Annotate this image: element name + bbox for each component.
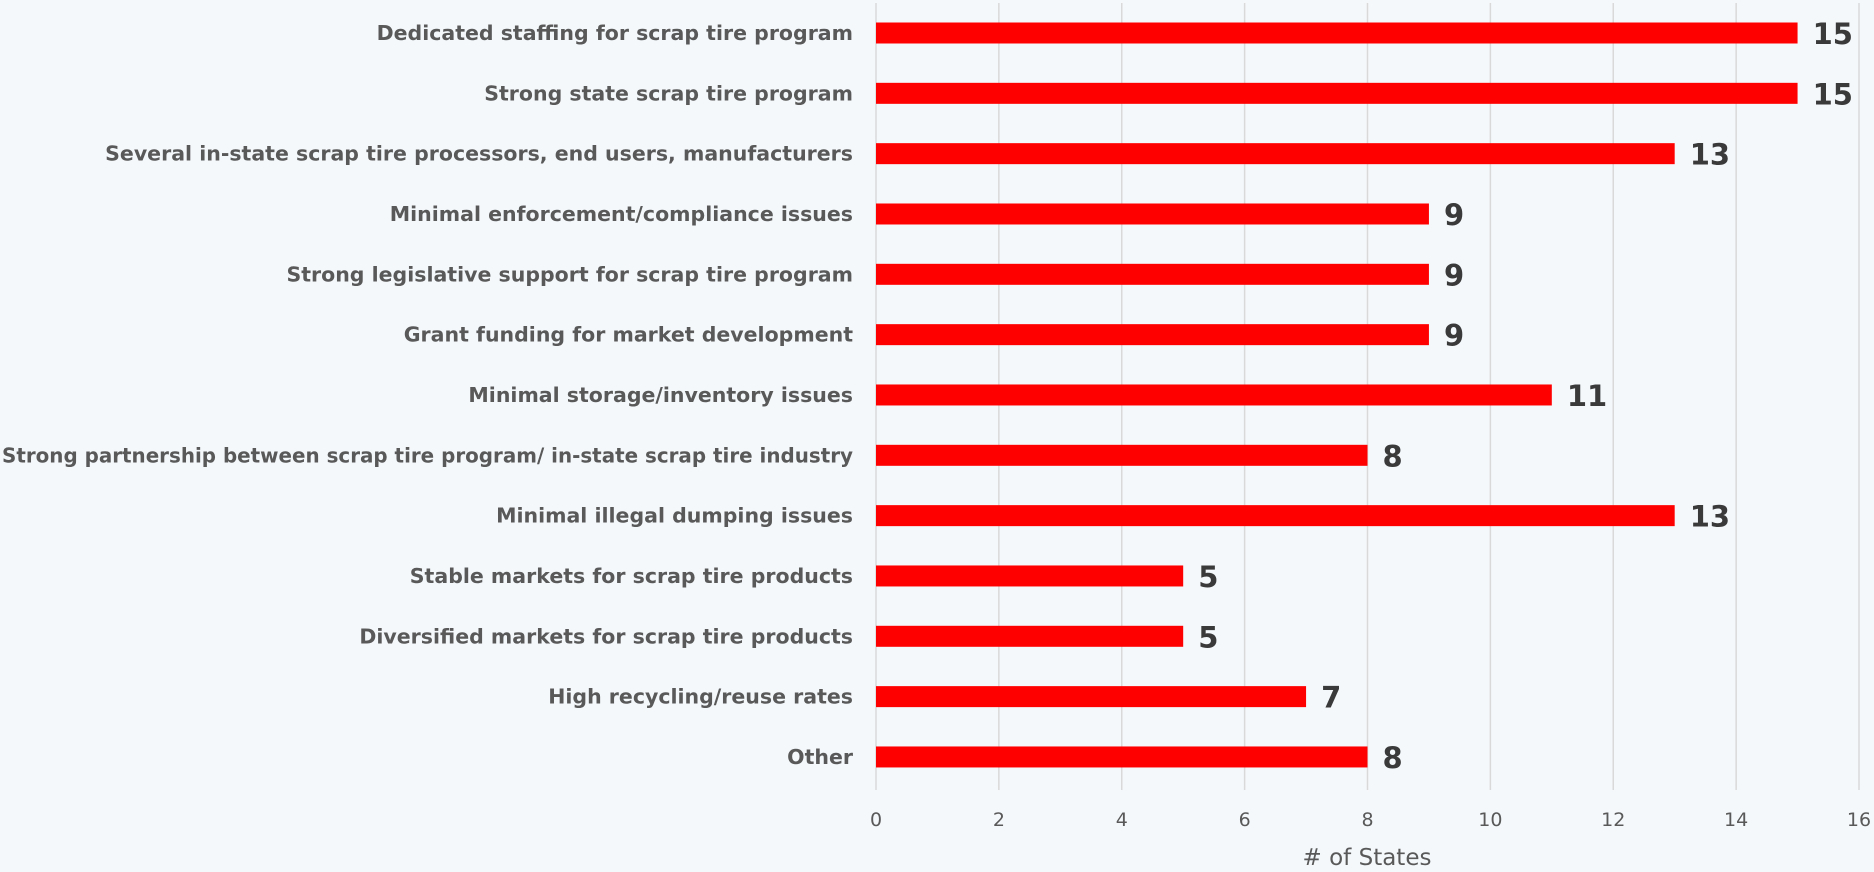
category-label: Dedicated staffing for scrap tire progra…	[377, 21, 853, 45]
data-label: 9	[1444, 319, 1464, 353]
x-axis-ticks: 0 2 4 6 8 10 12 14 16	[870, 809, 1871, 831]
data-label: 7	[1321, 681, 1341, 715]
data-label: 15	[1813, 77, 1853, 111]
x-tick-label: 12	[1601, 809, 1625, 831]
data-label: 11	[1567, 379, 1607, 413]
category-label: Other	[787, 745, 854, 769]
category-label: Stable markets for scrap tire products	[410, 564, 853, 588]
x-tick-label: 14	[1724, 809, 1748, 831]
bar	[876, 746, 1368, 768]
bar	[876, 143, 1675, 165]
category-label: Minimal illegal dumping issues	[496, 504, 853, 528]
data-labels: 15 15 13 9 9 9 11 8 13 5 5 7 8	[1198, 17, 1853, 775]
data-label: 8	[1383, 439, 1403, 473]
bar	[876, 625, 1184, 647]
category-label: Several in-state scrap tire processors, …	[105, 142, 853, 166]
bar	[876, 384, 1552, 406]
x-tick-label: 8	[1361, 809, 1373, 831]
bar	[876, 565, 1184, 587]
bar	[876, 444, 1368, 466]
x-tick-label: 0	[870, 809, 882, 831]
x-tick-label: 2	[993, 809, 1005, 831]
x-tick-label: 4	[1116, 809, 1128, 831]
x-tick-label: 6	[1239, 809, 1251, 831]
category-label: Minimal enforcement/compliance issues	[390, 202, 853, 226]
category-label: Minimal storage/inventory issues	[468, 383, 853, 407]
data-label: 5	[1198, 620, 1218, 654]
bar	[876, 263, 1429, 285]
bar	[876, 324, 1429, 346]
bar	[876, 82, 1798, 104]
category-label: Strong state scrap tire program	[484, 81, 853, 105]
category-label: High recycling/reuse rates	[548, 685, 853, 709]
category-label: Grant funding for market development	[404, 323, 853, 347]
x-tick-label: 10	[1478, 809, 1502, 831]
bar	[876, 505, 1675, 527]
data-label: 13	[1690, 500, 1730, 534]
data-label: 5	[1198, 560, 1218, 594]
bar-series	[876, 22, 1798, 768]
category-labels: Dedicated staffing for scrap tire progra…	[2, 21, 854, 769]
x-tick-label: 16	[1847, 809, 1871, 831]
x-axis-title: # of States	[1303, 845, 1432, 871]
category-label: Strong partnership between scrap tire pr…	[2, 443, 853, 467]
data-label: 13	[1690, 138, 1730, 172]
bar	[876, 686, 1307, 708]
category-label: Diversified markets for scrap tire produ…	[359, 624, 853, 648]
data-label: 8	[1383, 741, 1403, 775]
bar	[876, 203, 1429, 225]
category-label: Strong legislative support for scrap tir…	[286, 262, 853, 286]
data-label: 15	[1813, 17, 1853, 51]
bar	[876, 22, 1798, 44]
data-label: 9	[1444, 198, 1464, 232]
data-label: 9	[1444, 258, 1464, 292]
